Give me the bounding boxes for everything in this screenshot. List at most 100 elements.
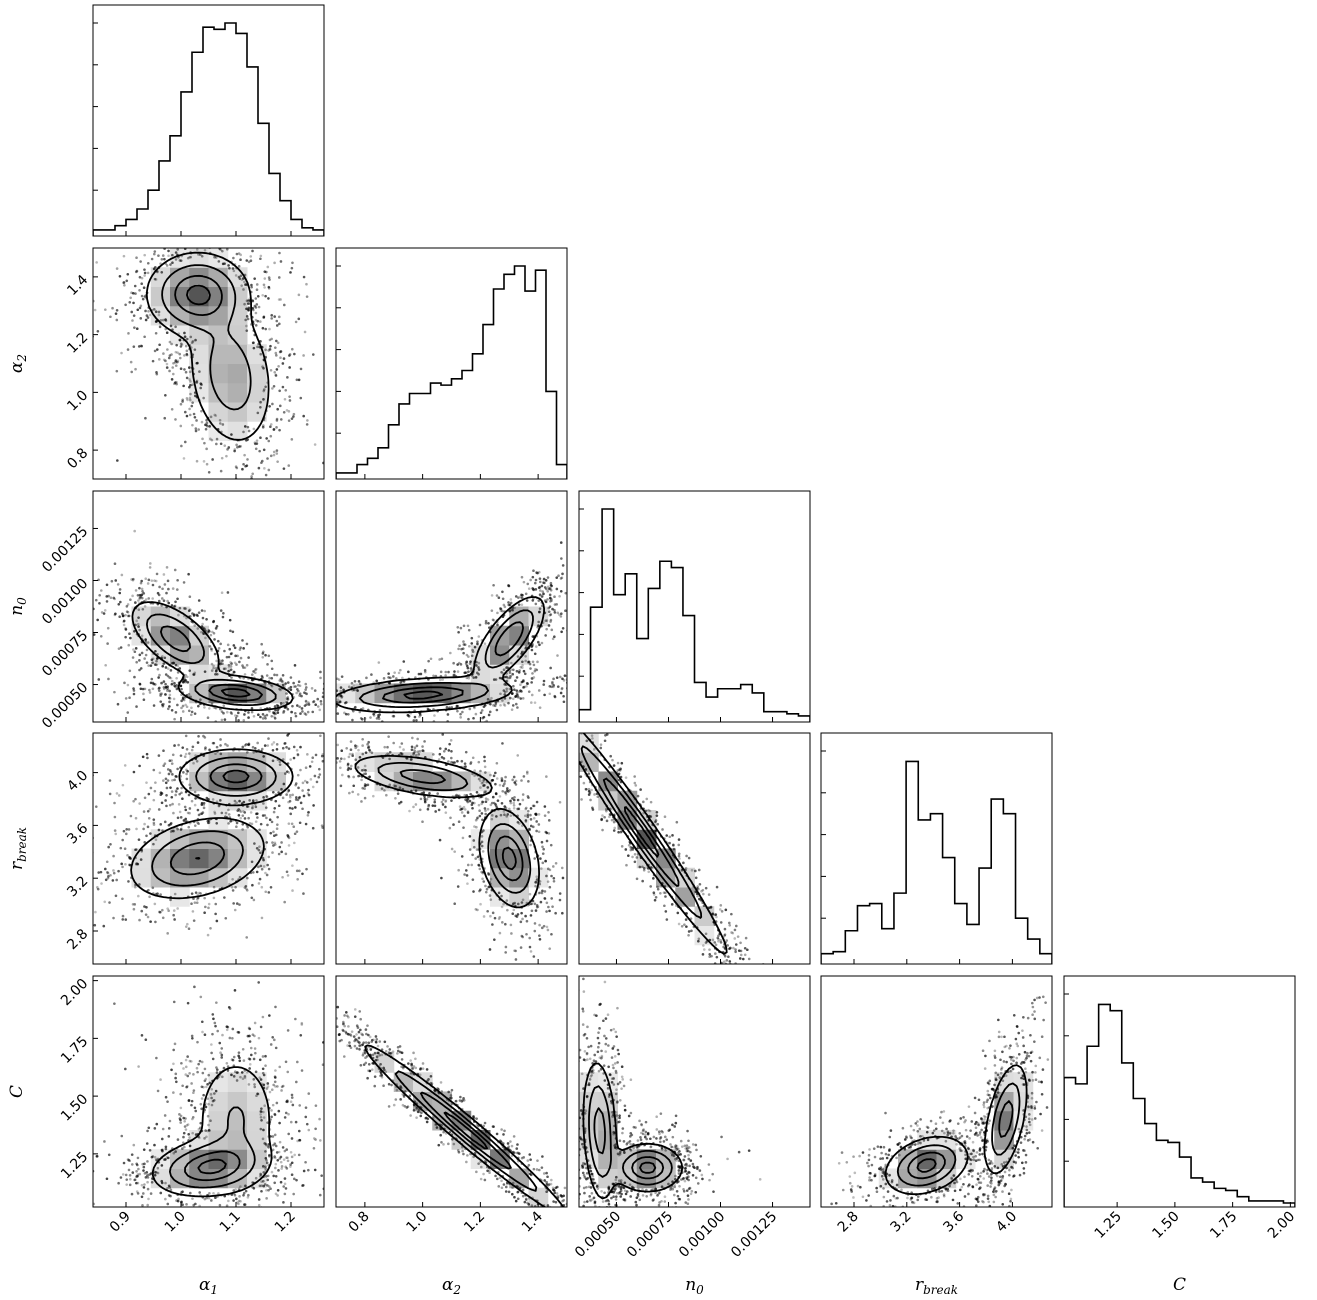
sample-point <box>195 380 198 384</box>
sample-point <box>329 793 332 796</box>
sample-point <box>200 1020 204 1024</box>
sample-point <box>276 708 280 712</box>
density-cell <box>150 606 171 627</box>
sample-point <box>263 286 266 289</box>
sample-point <box>185 772 188 776</box>
sample-point <box>497 596 501 600</box>
sample-point <box>501 590 504 594</box>
sample-point <box>535 800 539 804</box>
sample-point <box>487 622 490 625</box>
sample-point <box>512 806 516 810</box>
sample-point <box>167 356 171 360</box>
sample-point <box>476 640 479 643</box>
sample-point <box>120 573 124 577</box>
sample-point <box>202 801 206 805</box>
sample-point <box>608 815 611 819</box>
sample-point <box>641 879 644 883</box>
density-cell <box>150 645 171 665</box>
sample-point <box>538 593 542 597</box>
sample-point <box>478 864 481 867</box>
sample-point <box>253 1034 256 1038</box>
panel-frame <box>578 732 811 965</box>
sample-point <box>402 748 405 751</box>
sample-point <box>548 868 552 872</box>
sample-point <box>266 744 270 747</box>
sample-point <box>214 1196 217 1199</box>
sample-point <box>279 677 283 681</box>
sample-point <box>188 396 192 400</box>
sample-point <box>321 759 324 763</box>
sample-point <box>753 1002 756 1005</box>
sample-point <box>207 629 211 632</box>
sample-point <box>262 526 265 529</box>
sample-point <box>273 843 277 846</box>
sample-point <box>182 216 185 219</box>
sample-point <box>682 861 685 865</box>
sample-point <box>270 820 274 824</box>
sample-point <box>296 773 300 777</box>
sample-point <box>184 607 187 610</box>
sample-point <box>194 338 197 342</box>
sample-point <box>533 902 537 906</box>
density-cell <box>208 382 229 403</box>
sample-point <box>536 571 539 575</box>
sample-point <box>112 854 115 858</box>
sample-point <box>281 746 285 750</box>
sample-point <box>573 746 576 749</box>
sample-point <box>257 305 261 309</box>
sample-point <box>163 583 167 586</box>
sample-point <box>204 636 207 640</box>
sample-point <box>511 797 514 800</box>
sample-point <box>134 367 137 371</box>
sample-point <box>258 1076 262 1079</box>
sample-point <box>174 350 178 354</box>
sample-point <box>489 914 492 918</box>
sample-point <box>218 1233 221 1236</box>
sample-point <box>132 692 136 696</box>
sample-point <box>611 758 614 762</box>
sample-point <box>520 603 524 606</box>
sample-point <box>118 591 122 595</box>
sample-point <box>460 811 464 814</box>
sample-point <box>226 245 229 248</box>
density-cell <box>528 606 549 627</box>
contour-level-3 <box>195 769 250 860</box>
sample-point <box>121 914 125 918</box>
sample-point <box>450 756 453 760</box>
sample-point <box>176 1138 180 1141</box>
sample-point <box>189 1191 192 1195</box>
sample-point <box>230 497 233 500</box>
sample-point <box>766 1024 769 1027</box>
sample-point <box>131 594 134 598</box>
sample-point <box>336 712 340 715</box>
sample-point <box>374 735 377 738</box>
sample-point <box>214 627 218 630</box>
sample-point <box>522 580 526 584</box>
sample-point <box>445 706 449 709</box>
sample-point <box>128 863 131 867</box>
sample-point <box>654 820 657 824</box>
sample-point <box>232 256 235 260</box>
sample-point <box>260 642 263 646</box>
sample-point <box>311 710 315 714</box>
sample-point <box>304 1160 307 1164</box>
sample-point <box>352 709 355 713</box>
sample-point <box>498 676 502 680</box>
sample-point <box>653 898 657 902</box>
sample-point <box>505 899 509 902</box>
sample-point <box>174 359 178 362</box>
sample-point <box>437 758 441 761</box>
sample-point <box>271 851 274 854</box>
sample-point <box>275 368 279 371</box>
sample-point <box>232 1199 235 1202</box>
sample-point <box>220 456 224 460</box>
sample-point <box>168 700 171 704</box>
sample-point <box>80 855 83 858</box>
sample-point <box>102 924 106 928</box>
sample-point <box>399 668 402 672</box>
sample-point <box>574 721 577 724</box>
sample-point <box>193 790 197 794</box>
sample-point <box>173 681 176 685</box>
sample-point <box>751 984 754 987</box>
sample-point <box>167 249 170 253</box>
